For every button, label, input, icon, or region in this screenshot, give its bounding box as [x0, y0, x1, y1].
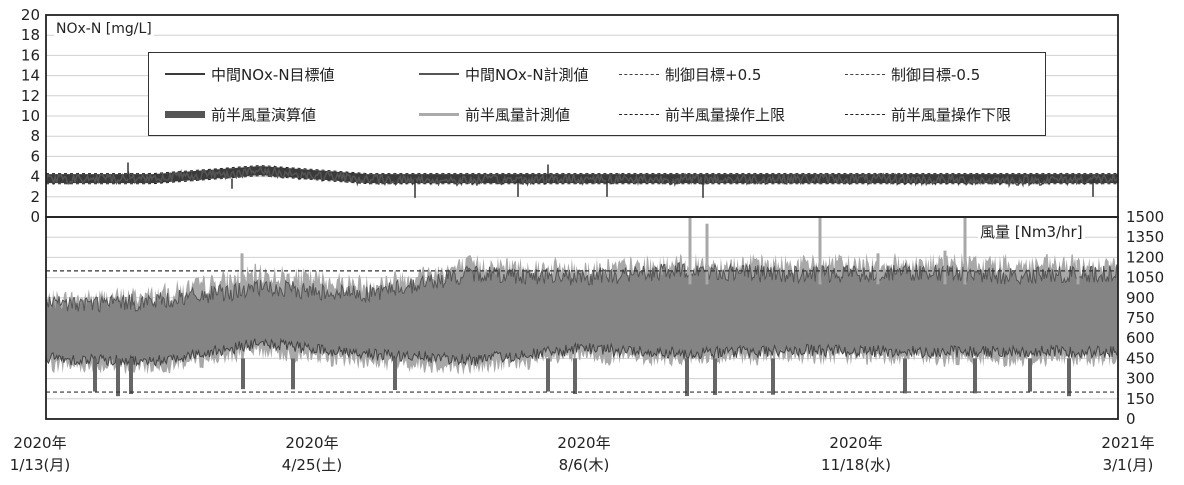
top-tick-label: 4: [30, 168, 40, 186]
legend-swatch: [619, 113, 659, 115]
legend-swatch: [419, 112, 459, 116]
bottom-tick-label: 1350: [1126, 228, 1164, 246]
legend-label: 前半風量操作上限: [665, 105, 786, 124]
x-tick-label-date: 1/13(月): [10, 456, 70, 474]
legend-item-control-plus: 制御目標+0.5: [619, 63, 761, 85]
bottom-tick-label: 1050: [1126, 269, 1164, 287]
bottom-tick-label: 150: [1126, 390, 1155, 408]
legend: 中間NOx-N目標値 中間NOx-N計測値 制御目標+0.5 制御目標-0.5 …: [148, 52, 1046, 136]
bottom-tick-label: 600: [1126, 329, 1155, 347]
legend-item-control-minus: 制御目標-0.5: [845, 63, 980, 85]
legend-item-air-upper: 前半風量操作上限: [619, 103, 785, 125]
legend-label: 前半風量操作下限: [891, 105, 1012, 124]
series-air-calc-band: [46, 262, 1118, 366]
legend-swatch: [419, 73, 459, 75]
series-air-calc-lower: [45, 337, 1119, 368]
top-tick-label: 8: [30, 127, 40, 145]
x-tick-label-year: 2021年: [1101, 434, 1154, 452]
legend-label: 前半風量演算値: [211, 105, 317, 124]
top-tick-label: 14: [21, 67, 40, 85]
x-tick-label-year: 2020年: [285, 434, 338, 452]
legend-label: 制御目標-0.5: [891, 65, 981, 84]
top-tick-label: 12: [21, 87, 40, 105]
x-tick-label-date: 11/18(水): [821, 456, 891, 474]
x-tick-label-year: 2020年: [829, 434, 882, 452]
legend-label: 前半風量計測値: [465, 105, 571, 124]
top-tick-label: 16: [21, 46, 40, 64]
top-axis-label: NOx-N [mg/L]: [54, 21, 154, 37]
x-tick-label-date: 4/25(土): [282, 456, 342, 474]
legend-item-air-measured: 前半風量計測値: [419, 103, 570, 125]
series-control-plus: [46, 165, 1118, 175]
x-tick-label-date: 8/6(木): [559, 456, 610, 474]
top-tick-label: 18: [21, 26, 40, 44]
bottom-tick-label: 450: [1126, 349, 1155, 367]
legend-swatch: [845, 113, 885, 115]
x-tick-label-year: 2020年: [557, 434, 610, 452]
legend-swatch: [165, 110, 205, 118]
top-tick-label: 10: [21, 107, 40, 125]
top-tick-label: 0: [30, 208, 40, 226]
top-tick-label: 2: [30, 188, 40, 206]
bottom-tick-label: 750: [1126, 309, 1155, 327]
bottom-tick-label: 1500: [1126, 208, 1164, 226]
bottom-axis-label: 風量 [Nm3/hr]: [978, 221, 1085, 242]
bottom-tick-label: 0: [1126, 410, 1136, 428]
series-control-minus: [46, 175, 1118, 185]
legend-label: 中間NOx-N目標値: [211, 65, 335, 84]
x-tick-label-year: 2020年: [13, 434, 66, 452]
top-tick-label: 6: [30, 147, 40, 165]
legend-swatch: [165, 73, 205, 75]
legend-label: 制御目標+0.5: [665, 65, 762, 84]
legend-item-nox-measured: 中間NOx-N計測値: [419, 63, 589, 85]
bottom-tick-label: 900: [1126, 289, 1155, 307]
legend-item-air-calc: 前半風量演算値: [165, 103, 316, 125]
series-nox-measured: [45, 164, 1119, 189]
bottom-tick-label: 300: [1126, 370, 1155, 388]
legend-swatch: [845, 73, 885, 75]
legend-label: 中間NOx-N計測値: [465, 65, 589, 84]
x-tick-label-date: 3/1(月): [1103, 456, 1154, 474]
bottom-tick-label: 1200: [1126, 248, 1164, 266]
series-air-calc-upper: [45, 262, 1119, 313]
legend-swatch: [619, 73, 659, 75]
legend-item-nox-target: 中間NOx-N目標値: [165, 63, 335, 85]
bottom-panel-frame: [45, 216, 1119, 420]
top-tick-label: 20: [21, 6, 40, 24]
legend-item-air-lower: 前半風量操作下限: [845, 103, 1011, 125]
